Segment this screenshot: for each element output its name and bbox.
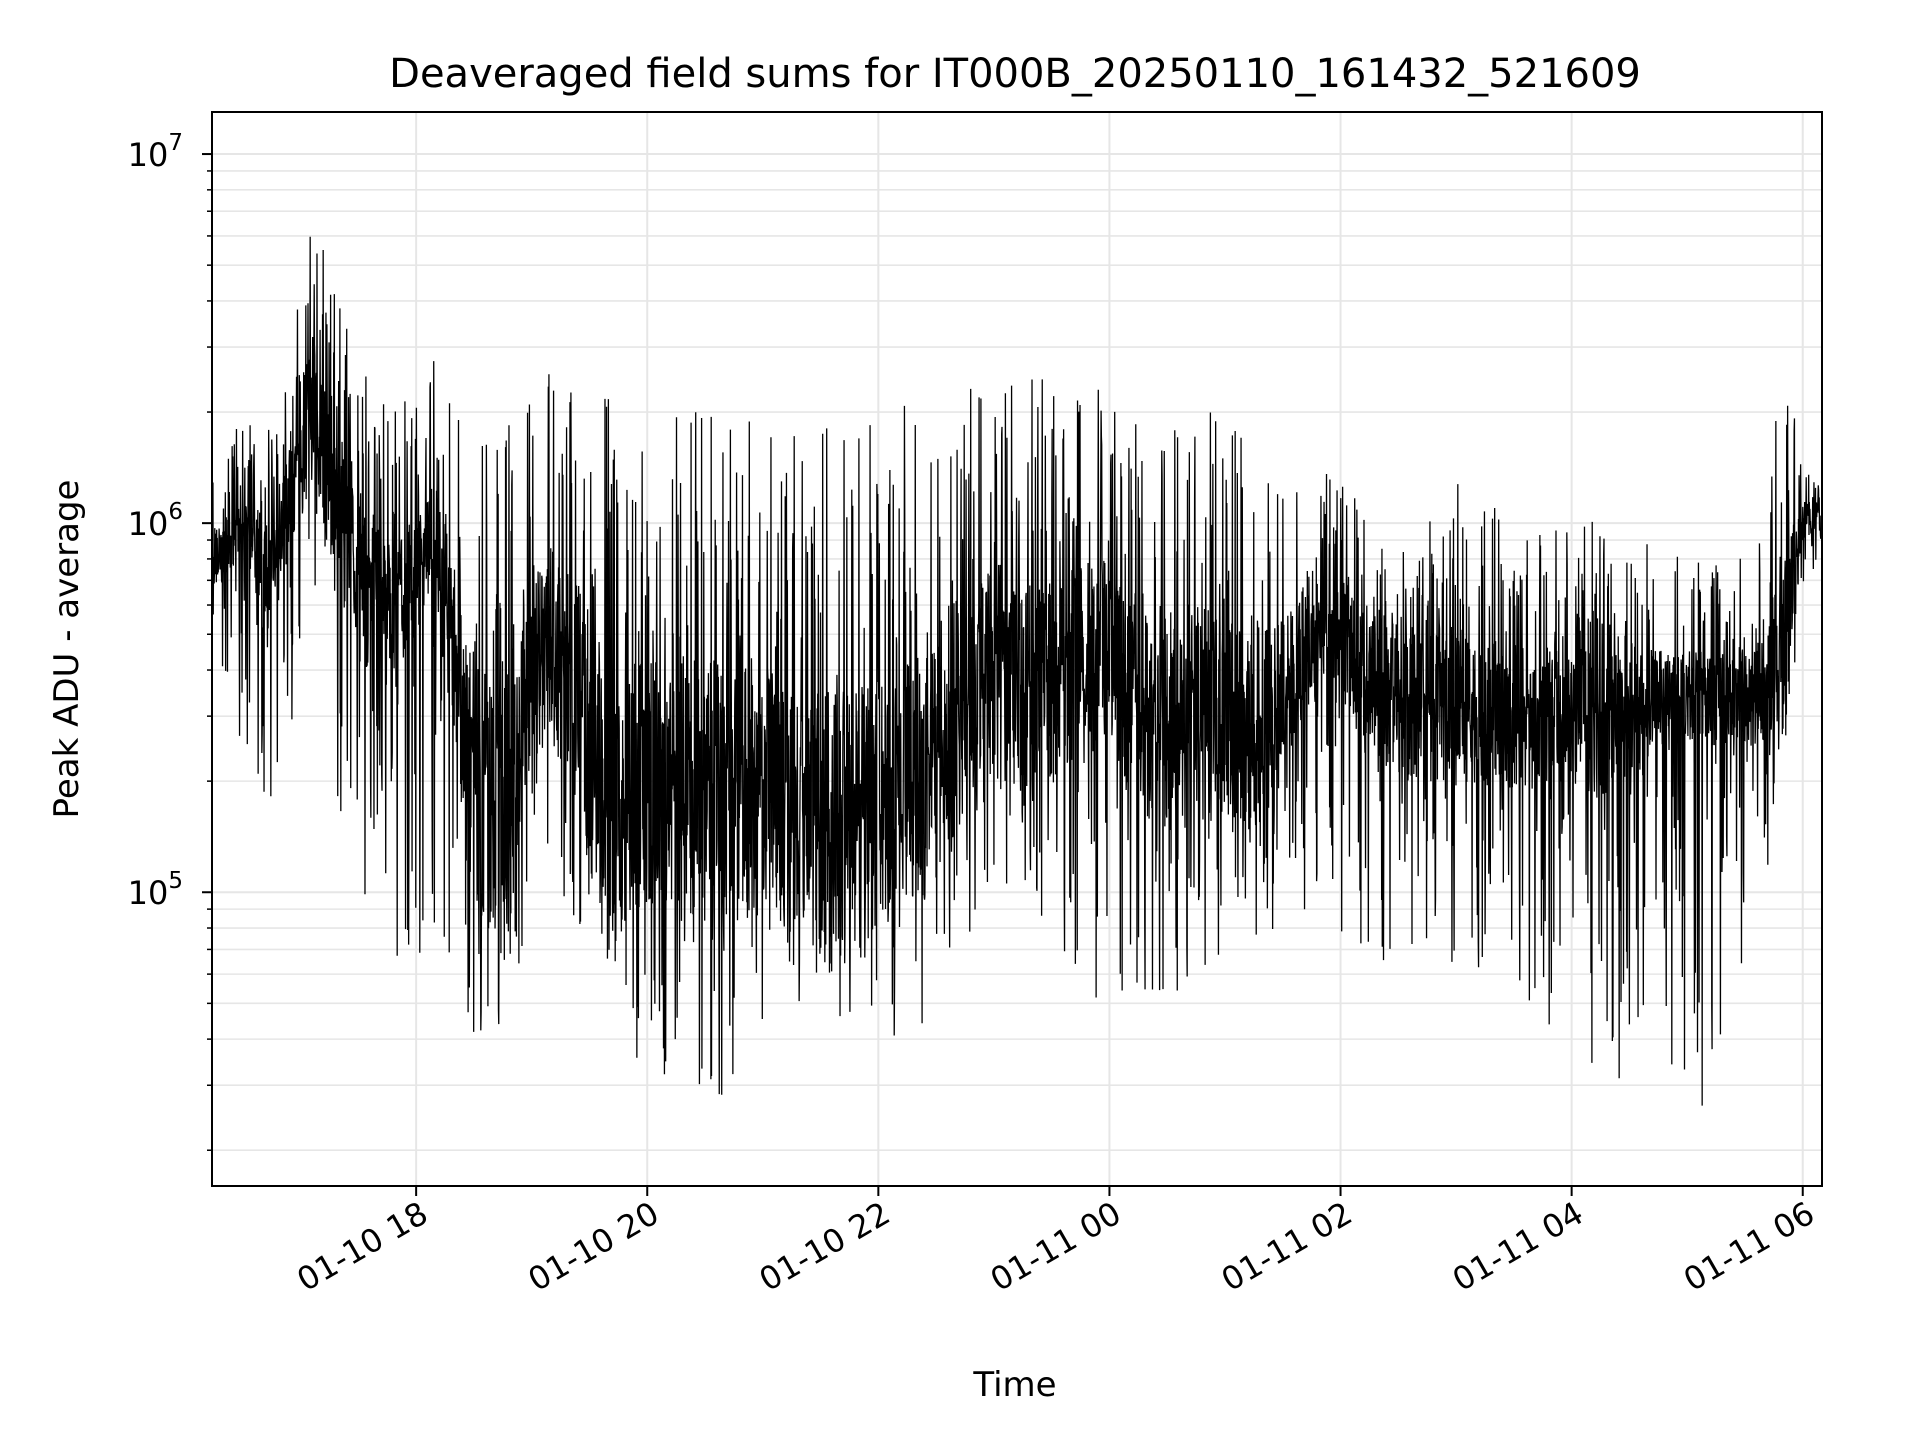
y-tick-base: 10 <box>128 136 169 174</box>
series-group <box>211 236 1823 1106</box>
plot-frame <box>211 111 1823 1187</box>
y-tick-label: 107 <box>128 130 183 174</box>
y-tick-label: 105 <box>128 868 183 912</box>
y-tick-base: 10 <box>128 874 169 912</box>
series-line <box>211 236 1823 1106</box>
y-tick-exponent: 5 <box>168 868 183 894</box>
y-tick-base: 10 <box>128 505 169 543</box>
y-axis-label: Peak ADU - average <box>47 480 87 819</box>
chart-title: Deaveraged field sums for IT000B_2025011… <box>389 51 1641 97</box>
x-axis-label: Time <box>972 1365 1056 1405</box>
y-tick-label: 106 <box>128 499 183 543</box>
y-tick-exponent: 6 <box>168 499 183 525</box>
y-tick-exponent: 7 <box>168 130 183 156</box>
